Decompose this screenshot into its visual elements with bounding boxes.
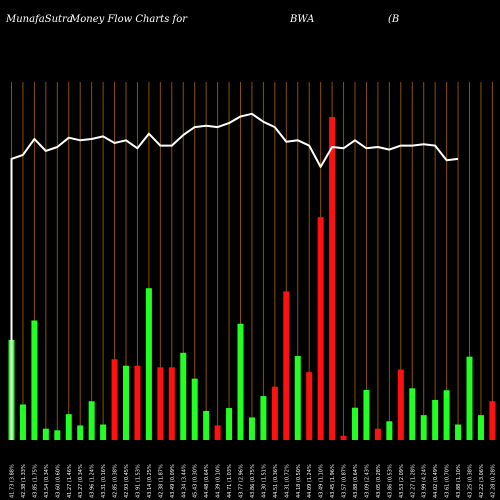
money-flow-bar [420,415,427,440]
money-flow-bar [237,323,244,440]
x-tick-label: 44.71 (1.03% [227,464,233,498]
x-tick-label: 42.38 (1.33% [21,464,27,498]
chart-name: Money Flow Charts for [70,14,188,25]
money-flow-bar [294,356,301,440]
price-line [10,112,459,440]
x-tick-label: 43.57 (0.87% [342,464,348,498]
money-flow-bar [203,410,210,440]
price-line-group [10,112,459,440]
x-tick-label: 43.88 (1.10% [456,464,462,498]
money-flow-bar [329,117,336,440]
money-flow-bar [111,359,118,440]
site-name: MunafaSutra [6,14,73,25]
x-tick-label: 44.09 (1.24% [307,464,313,498]
money-flow-bar [409,388,416,440]
money-flow-bar [157,367,164,440]
money-flow-bar [145,288,152,440]
x-tick-label: 44.30 (1.51% [261,464,267,498]
bars-group [8,117,496,440]
money-flow-bar [477,415,484,440]
x-tick-label: 42.27 (1.28% [410,464,416,498]
x-tick-label: 44.39 (0.10% [216,464,222,498]
x-tick-label: 43.31 (0.16% [101,464,107,498]
money-flow-bar [271,386,278,440]
x-tick-label: 42.28 (0.28% [490,464,496,498]
money-flow-bar [123,365,129,440]
money-flow-bar [386,421,393,440]
money-flow-bar [214,425,221,440]
x-tick-labels: 41.73 (3.88% 42.38 (1.33% 43.85 (1.75% 43.5… [10,464,497,498]
x-tick-label: 43.49 (0.09% [170,464,176,498]
x-tick-label: 43.99 (4.24% [422,464,428,498]
money-flow-bar [352,407,358,440]
x-tick-label: 43.60 (0.60% [55,464,61,498]
x-tick-label: 43.05 (0.28% [376,464,382,498]
money-flow-bar [260,396,267,440]
x-tick-label: 43.96 (1.24% [90,464,96,498]
money-flow-bar [397,369,404,440]
money-flow-bar [248,417,255,440]
x-tick-label: 43.14 (0.25% [147,464,153,498]
x-tick-label: 43.45 (1.96% [330,464,336,498]
money-flow-bar [466,356,473,440]
money-flow-bar [134,365,141,440]
money-flow-bar [226,408,233,440]
money-flow-bar [443,390,450,440]
money-flow-bar [340,435,347,440]
x-tick-label: 42.22 (3.06% [479,464,485,498]
money-flow-bar [432,399,439,440]
money-flow-bar [31,320,38,440]
grid-lines [11,82,493,440]
x-tick-label: 44.34 (3.44% [181,464,187,498]
x-tick-label: 43.49 (1.10% [319,464,325,498]
money-flow-bar [455,424,462,440]
x-tick-label: 43.25 (0.38% [468,464,474,498]
x-tick-label: 42.93 (0.45% [124,464,130,498]
money-flow-bar [317,217,324,440]
x-tick-label: 44.51 (0.36% [273,464,279,498]
x-tick-label: 42.85 (0.38% [113,464,119,498]
money-flow-bar [191,378,198,440]
x-tick-label: 41.27 (1.46% [67,464,73,498]
symbol-extra: (B [388,14,400,25]
money-flow-bar [54,430,61,440]
x-tick-label: 43.61 (0.70% [445,464,451,498]
money-flow-bar [168,367,175,440]
x-tick-label: 43.91 (1.53% [135,464,141,498]
x-tick-label: 44.02 (0.49% [433,464,439,498]
x-tick-label: 43.86 (0.75% [250,464,256,498]
money-flow-bar [100,424,107,440]
x-tick-label: 43.85 (1.75% [32,464,38,498]
x-tick-label: 42.38 (1.87% [158,464,164,498]
money-flow-bar [88,401,95,440]
x-tick-label: 45.43 (0.30% [193,464,199,498]
money-flow-bar [306,372,313,440]
symbol-label: BWA [290,14,315,25]
x-tick-label: 43.27 (0.34% [78,464,84,498]
money-flow-bar [363,389,370,440]
x-tick-label: 44.31 (0.72% [284,464,290,498]
x-tick-label: 41.73 (3.88% [10,464,16,498]
money-flow-bar [374,428,381,440]
x-tick-label: 43.88 (0.64% [353,464,359,498]
money-flow-bar [180,352,187,440]
money-flow-bar [489,401,496,440]
x-tick-label: 43.86 (0.53% [387,464,393,498]
x-tick-label: 43.53 (2.09% [399,464,405,498]
chart-title: MunafaSutra Money Flow Charts for BWA (B [0,14,500,28]
x-tick-label: 43.09 (2.43% [364,464,370,498]
money-flow-bar [77,425,84,440]
x-tick-label: 43.54 (0.34% [44,464,50,498]
x-tick-label: 44.48 (0.64% [204,464,210,498]
money-flow-bar [19,404,26,440]
x-tick-label: 44.18 (0.50% [296,464,302,498]
money-flow-bar [283,291,290,440]
money-flow-bar [42,428,49,440]
x-tick-label: 43.77 (2.96% [239,464,245,498]
money-flow-bar [65,414,72,440]
